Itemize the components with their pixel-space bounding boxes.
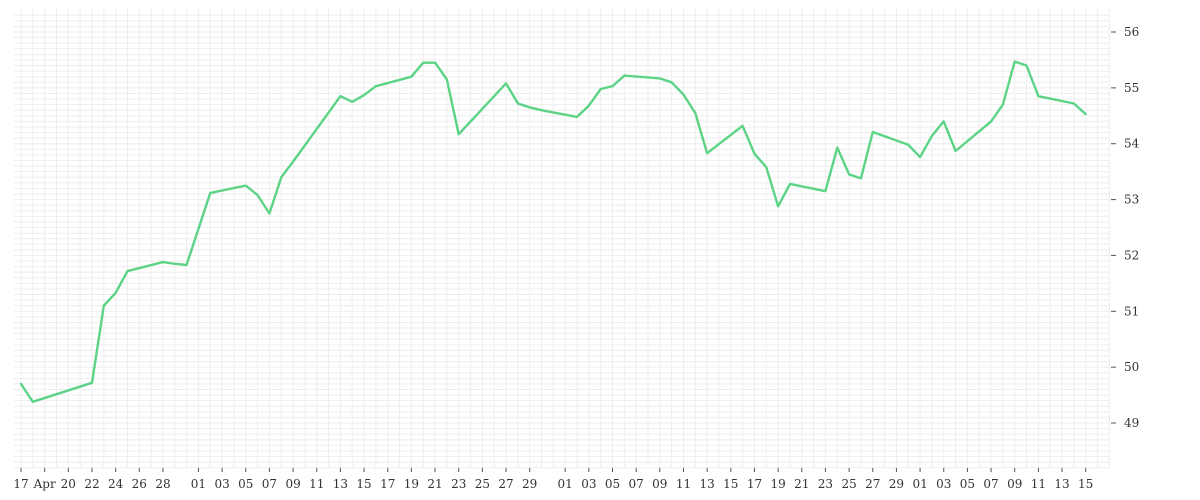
- x-tick-label: 01: [558, 477, 573, 491]
- x-tick-label: 05: [960, 477, 975, 491]
- x-tick-label: 29: [522, 477, 537, 491]
- x-tick-label: 29: [889, 477, 904, 491]
- x-tick-label: 11: [309, 477, 324, 491]
- y-tick-label: 49: [1124, 416, 1139, 430]
- x-tick-label: 17: [380, 477, 395, 491]
- x-tick-label: 17: [13, 477, 28, 491]
- x-tick-label: 05: [605, 477, 620, 491]
- x-tick-label: 13: [333, 477, 348, 491]
- x-tick-label: 01: [191, 477, 206, 491]
- x-tick-label: Apr: [33, 477, 56, 491]
- x-tick-label: 11: [676, 477, 691, 491]
- x-tick-label: 19: [404, 477, 419, 491]
- x-tick-label: 11: [1031, 477, 1046, 491]
- x-tick-label: 15: [1078, 477, 1093, 491]
- x-tick-label: 23: [818, 477, 833, 491]
- series-line: [19, 60, 1087, 403]
- x-tick-label: 20: [61, 477, 76, 491]
- x-axis: 17 Apr 20 22 24 26 28 01 03 05 07 09 11 13 15 17 19 21 23 2…: [13, 468, 1093, 491]
- x-tick-label: 05: [238, 477, 253, 491]
- x-tick-label: 17: [747, 477, 762, 491]
- x-tick-label: 09: [652, 477, 667, 491]
- x-tick-label: 27: [498, 477, 513, 491]
- y-tick-label: 55: [1124, 81, 1139, 95]
- y-tick-label: 56: [1124, 25, 1139, 39]
- x-tick-label: 07: [629, 477, 644, 491]
- x-tick-label: 28: [155, 477, 170, 491]
- x-tick-label: 19: [770, 477, 785, 491]
- y-tick-label: 53: [1124, 193, 1139, 207]
- x-tick-label: 15: [356, 477, 371, 491]
- x-tick-label: 07: [983, 477, 998, 491]
- y-tick-label: 50: [1124, 360, 1139, 374]
- x-tick-label: 23: [451, 477, 466, 491]
- x-tick-label: 09: [1007, 477, 1022, 491]
- y-tick-label: 54: [1124, 137, 1140, 151]
- x-tick-label: 24: [108, 477, 124, 491]
- x-tick-label: 21: [794, 477, 809, 491]
- x-tick-label: 26: [132, 477, 147, 491]
- y-tick-label: 52: [1124, 248, 1139, 262]
- y-tick-label: 51: [1124, 304, 1139, 318]
- x-tick-label: 01: [912, 477, 927, 491]
- x-tick-label: 27: [865, 477, 880, 491]
- x-tick-label: 25: [475, 477, 490, 491]
- x-tick-label: 21: [427, 477, 442, 491]
- x-tick-label: 13: [1054, 477, 1069, 491]
- x-tick-label: 07: [262, 477, 277, 491]
- x-tick-label: 13: [699, 477, 714, 491]
- y-axis: 49 50 51 52 53 54 55 56: [1111, 25, 1140, 430]
- x-tick-label: 09: [285, 477, 300, 491]
- x-tick-label: 25: [841, 477, 856, 491]
- chart-grid: [14, 8, 1110, 469]
- x-tick-label: 15: [723, 477, 738, 491]
- x-tick-label: 22: [84, 477, 99, 491]
- x-tick-label: 03: [214, 477, 229, 491]
- x-tick-label: 03: [581, 477, 596, 491]
- x-tick-label: 03: [936, 477, 951, 491]
